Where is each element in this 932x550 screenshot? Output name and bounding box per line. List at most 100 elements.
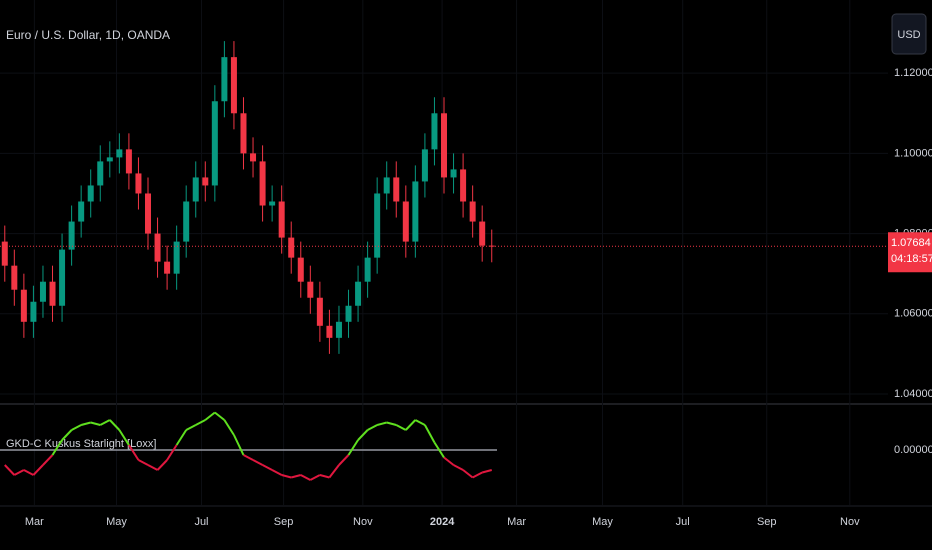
indicator-segment: [262, 464, 273, 471]
candle-body: [164, 261, 171, 274]
indicator-segment: [271, 469, 283, 476]
indicator-segment: [357, 429, 369, 441]
candle-body: [355, 281, 362, 306]
candle-body: [307, 281, 314, 298]
candle-body: [183, 201, 190, 242]
candle-body: [297, 257, 304, 282]
indicator-segment: [386, 421, 397, 426]
x-tick-label: Jul: [194, 516, 208, 528]
indicator-segment: [147, 464, 159, 471]
indicator-segment: [395, 424, 407, 431]
candle-body: [421, 149, 428, 182]
candle-body: [106, 157, 113, 162]
candle-body: [335, 321, 342, 338]
indicator-segment: [223, 419, 235, 436]
indicator-segment: [290, 474, 302, 479]
indicator-segment: [204, 411, 216, 421]
candle-body: [116, 149, 123, 158]
indicator-segment: [61, 429, 73, 441]
indicator-segment: [42, 454, 54, 466]
indicator-segment: [472, 471, 483, 479]
candle-body: [269, 201, 276, 206]
candle-body: [374, 193, 381, 258]
indicator-segment: [137, 459, 149, 466]
indicator-segment: [128, 444, 140, 461]
candle-body: [431, 113, 438, 150]
indicator-segment: [309, 474, 321, 481]
candle-body: [383, 177, 390, 194]
currency-label: USD: [897, 29, 920, 41]
candle-body: [326, 325, 333, 338]
candle-body: [154, 233, 161, 262]
indicator-segment: [319, 474, 330, 479]
x-tick-label: Jul: [676, 516, 690, 528]
x-tick-label: Nov: [353, 516, 373, 528]
x-tick-label: May: [592, 516, 613, 528]
x-tick-label: Mar: [25, 516, 44, 528]
candle-body: [412, 181, 419, 242]
indicator-segment: [252, 459, 264, 466]
indicator-segment: [23, 469, 34, 476]
candle-body: [488, 245, 495, 247]
indicator-segment: [99, 419, 111, 426]
indicator-segment: [481, 469, 492, 474]
currency-button[interactable]: [891, 13, 927, 55]
candle-body: [125, 149, 132, 174]
candle-body: [78, 201, 85, 222]
candle-body: [97, 161, 104, 186]
candle-body: [250, 153, 257, 162]
x-tick-label: May: [106, 516, 127, 528]
candle-body: [20, 289, 27, 322]
indicator-segment: [367, 424, 378, 431]
indicator-segment: [300, 474, 311, 481]
indicator-segment: [32, 464, 44, 476]
indicator-segment: [175, 429, 188, 446]
indicator-segment: [109, 419, 121, 431]
candle-body: [288, 237, 295, 258]
indicator-segment: [4, 464, 16, 476]
candle-body: [240, 113, 247, 154]
indicator-segment: [80, 421, 91, 426]
candle-body: [230, 57, 237, 114]
x-tick-label: Nov: [840, 516, 860, 528]
candle-body: [402, 201, 409, 242]
candle-body: [1, 241, 8, 266]
indicator-segment: [328, 464, 340, 479]
candle-body: [259, 161, 266, 206]
indicator-segment: [51, 439, 63, 456]
indicator-segment: [405, 419, 417, 431]
y-tick-label: 0.00000: [894, 444, 932, 456]
candle-body: [135, 173, 142, 194]
indicator-segment: [433, 441, 445, 459]
candle-body: [479, 221, 486, 246]
candle-body: [364, 257, 371, 282]
x-tick-label: Sep: [274, 516, 294, 528]
indicator-segment: [71, 424, 82, 431]
candle-body: [39, 281, 46, 302]
candle-body: [460, 169, 467, 202]
indicator-segment: [156, 459, 168, 471]
candle-body: [450, 169, 457, 178]
candle-body: [441, 113, 447, 178]
candle-body: [59, 249, 66, 306]
indicator-segment: [424, 424, 436, 443]
candle-body: [469, 201, 476, 222]
last-price-box: [888, 232, 932, 273]
indicator-segment: [13, 469, 25, 476]
candle-body: [49, 281, 56, 306]
countdown-label: 04:18:57: [891, 253, 932, 265]
indicator-segment: [462, 469, 474, 479]
candle-body: [87, 185, 94, 202]
indicator-segment: [214, 411, 226, 421]
indicator-segment: [185, 424, 197, 431]
indicator-segment: [443, 456, 455, 466]
y-tick-label: 1.04000: [894, 388, 932, 400]
x-tick-label: Mar: [507, 516, 526, 528]
indicator-segment: [338, 454, 350, 466]
candle-body: [345, 305, 352, 322]
x-tick-label: Sep: [757, 516, 777, 528]
indicator-segment: [281, 474, 292, 479]
